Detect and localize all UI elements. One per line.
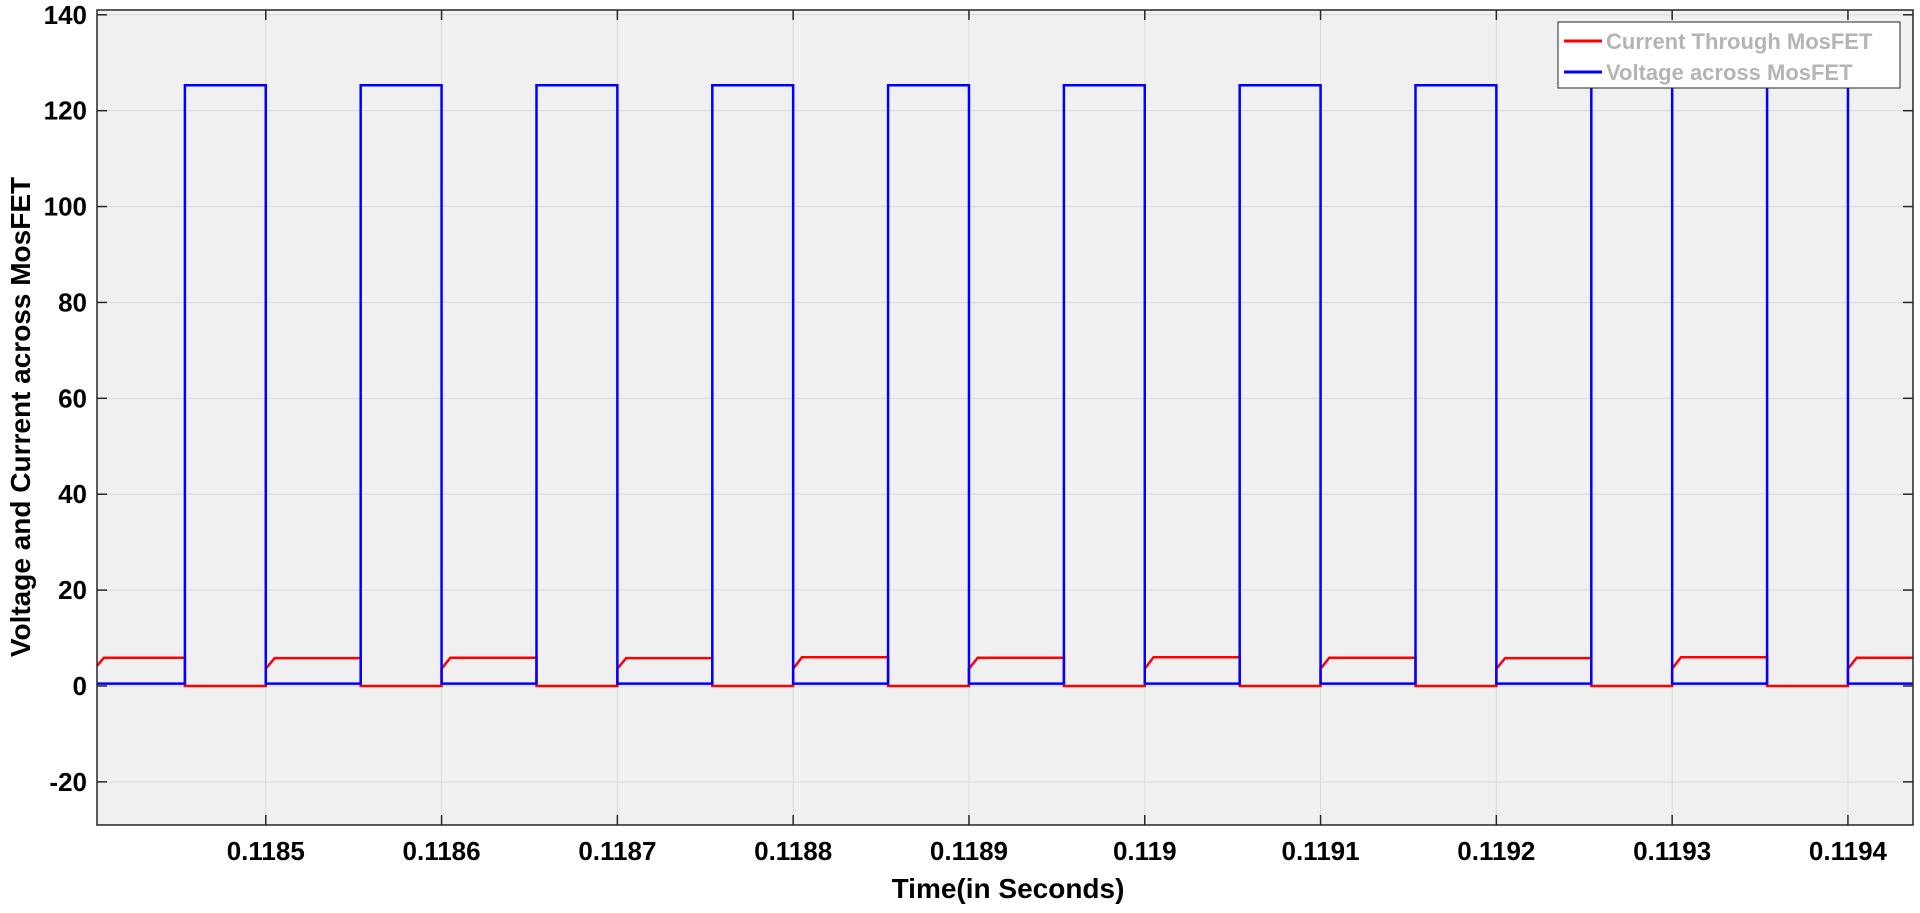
x-axis-title: Time(in Seconds): [892, 873, 1125, 904]
legend-box: [1557, 21, 1901, 89]
tick-marks: [97, 10, 1913, 825]
x-tick-label: 0.1188: [754, 836, 832, 866]
x-tick-label: 0.1186: [403, 836, 481, 866]
x-tick-label: 0.1194: [1809, 836, 1888, 866]
legend-label-current: Current Through MosFET: [1606, 29, 1873, 54]
y-tick-label: 40: [58, 479, 87, 509]
y-tick-label: -20: [49, 767, 87, 797]
tick-labels: 0.1185 0.1186 0.1187 0.1188 0.1189 0.119 0.119…: [44, 0, 1888, 866]
x-tick-label: 0.1187: [578, 836, 656, 866]
legend-label-voltage: Voltage across MosFET: [1606, 60, 1853, 85]
y-tick-label: 20: [58, 575, 87, 605]
x-tick-label: 0.1191: [1282, 836, 1360, 866]
y-tick-label: 60: [58, 383, 87, 413]
plot-area-background: [97, 10, 1913, 825]
x-tick-label: 0.1189: [930, 836, 1008, 866]
x-tick-label: 0.1185: [227, 836, 305, 866]
x-tick-label: 0.119: [1113, 836, 1177, 866]
y-axis-title: Voltage and Current across MosFET: [5, 177, 36, 657]
x-tick-label: 0.1192: [1457, 836, 1535, 866]
y-tick-label: 0: [73, 671, 87, 701]
legend: Current Through MosFET Voltage across Mo…: [1557, 21, 1901, 89]
y-tick-label: 120: [44, 96, 87, 126]
y-tick-label: 140: [44, 0, 87, 30]
plot-area-border: [96, 9, 1914, 826]
y-tick-label: 80: [58, 287, 87, 317]
x-tick-label: 0.1193: [1633, 836, 1711, 866]
y-tick-label: 100: [44, 192, 87, 222]
